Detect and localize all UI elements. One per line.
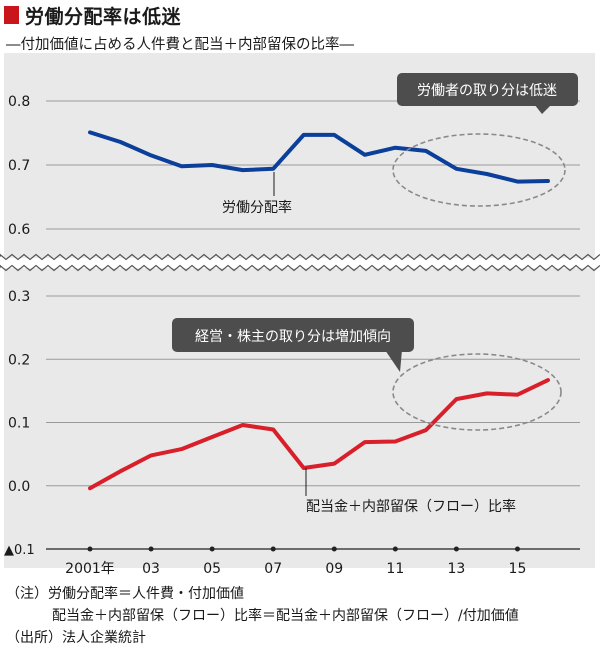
x-tick-mark xyxy=(392,546,398,552)
chart-title: 労働分配率は低迷 xyxy=(25,5,182,28)
note-definition-2: 配当金＋内部留保（フロー）比率＝配当金＋内部留保（フロー）/付加価値 xyxy=(52,608,519,624)
lower-y-tick-label: 0.3 xyxy=(8,289,30,305)
note-definition-1: （注）労働分配率＝人件費・付加価値 xyxy=(6,586,244,602)
lower-y-tick-label: 0.2 xyxy=(8,352,30,368)
title-block: 労働分配率は低迷 xyxy=(4,2,181,28)
x-tick-label: 13 xyxy=(447,561,465,577)
highlight-ellipse-lower xyxy=(392,353,562,431)
series-line-2 xyxy=(88,378,550,491)
callout-1-box xyxy=(397,73,578,106)
upper-y-tick-label: 0.6 xyxy=(8,222,30,238)
upper-y-tick-label: 0.7 xyxy=(8,158,30,174)
callout-2-text: 経営・株主の取り分は増加傾向 xyxy=(195,329,391,345)
upper-y-tick-label: 0.8 xyxy=(8,94,30,110)
x-tick-mark xyxy=(87,546,93,552)
x-tick-label: 2001年 xyxy=(65,561,115,577)
highlight-ellipse-upper xyxy=(392,133,566,207)
x-tick-mark xyxy=(270,546,276,552)
callout-1-text: 労働者の取り分は低迷 xyxy=(417,83,557,99)
title-marker xyxy=(4,6,19,24)
notes: （注）労働分配率＝人件費・付加価値 配当金＋内部留保（フロー）比率＝配当金＋内部… xyxy=(6,583,519,649)
x-tick-mark xyxy=(148,546,154,552)
callout-2-box xyxy=(172,318,414,352)
note-source: （出所）法人企業統計 xyxy=(6,630,146,646)
x-tick-label: 11 xyxy=(386,561,404,577)
chart-subtitle: ―付加価値に占める人件費と配当＋内部留保の比率― xyxy=(6,37,354,53)
x-tick-mark xyxy=(209,546,215,552)
lower-y-tick-label: 0.1 xyxy=(8,416,30,432)
lower-y-tick-label: ▲0.1 xyxy=(4,543,35,558)
callout-2-pointer xyxy=(385,350,402,372)
x-tick-label: 05 xyxy=(203,561,221,577)
series-label-2: 配当金＋内部留保（フロー）比率 xyxy=(306,498,516,515)
x-tick-mark xyxy=(453,546,459,552)
series-label-1: 労働分配率 xyxy=(222,199,292,216)
x-tick-mark xyxy=(514,546,520,552)
lower-y-tick-label: 0.0 xyxy=(8,479,30,495)
x-tick-label: 15 xyxy=(509,561,527,577)
series-line-1 xyxy=(88,130,550,184)
x-tick-label: 09 xyxy=(325,561,343,577)
callout-1-pointer xyxy=(534,104,552,114)
x-tick-mark xyxy=(331,546,337,552)
x-tick-label: 07 xyxy=(264,561,282,577)
axis-break-line-top xyxy=(0,253,600,261)
axis-break-line-bottom xyxy=(0,264,600,272)
x-tick-label: 03 xyxy=(142,561,160,577)
axis-break-band xyxy=(0,258,600,268)
